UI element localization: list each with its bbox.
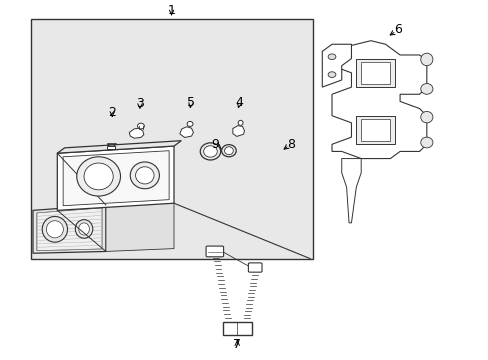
Text: 8: 8 [286,138,294,151]
Polygon shape [57,146,174,210]
Ellipse shape [420,111,432,123]
Polygon shape [322,44,351,87]
Text: 2: 2 [108,105,116,119]
Bar [222,322,251,336]
Text: 7: 7 [233,338,241,351]
Polygon shape [37,208,102,251]
Polygon shape [341,158,361,223]
Ellipse shape [187,121,193,126]
Ellipse shape [135,167,154,184]
Ellipse shape [77,157,120,196]
Ellipse shape [137,123,144,129]
Bar [356,59,394,87]
Text: 6: 6 [393,23,401,36]
Text: 5: 5 [186,96,195,109]
Text: 1: 1 [167,4,175,17]
Bar [361,119,389,141]
Ellipse shape [221,145,236,157]
Ellipse shape [84,163,113,190]
Polygon shape [232,126,244,136]
Polygon shape [63,151,169,206]
Ellipse shape [224,147,233,155]
Ellipse shape [420,53,432,66]
FancyBboxPatch shape [205,246,223,257]
Polygon shape [180,127,193,138]
Ellipse shape [238,120,243,125]
Circle shape [327,72,335,77]
Polygon shape [129,128,143,138]
Ellipse shape [75,220,93,238]
Polygon shape [331,41,426,158]
Polygon shape [57,141,181,153]
Bar [356,116,394,144]
Ellipse shape [130,162,159,189]
Polygon shape [106,203,174,251]
Ellipse shape [42,216,67,242]
Ellipse shape [200,143,220,160]
Ellipse shape [79,223,89,235]
Bar [107,146,115,149]
Text: 3: 3 [136,97,143,110]
Polygon shape [33,205,106,253]
Text: 4: 4 [235,96,243,109]
Text: 9: 9 [211,138,219,151]
Bar [30,19,312,258]
Ellipse shape [420,84,432,94]
Ellipse shape [46,221,63,238]
Ellipse shape [203,146,217,157]
Circle shape [327,54,335,60]
FancyBboxPatch shape [248,263,262,272]
Bar [361,62,389,84]
Ellipse shape [420,137,432,148]
